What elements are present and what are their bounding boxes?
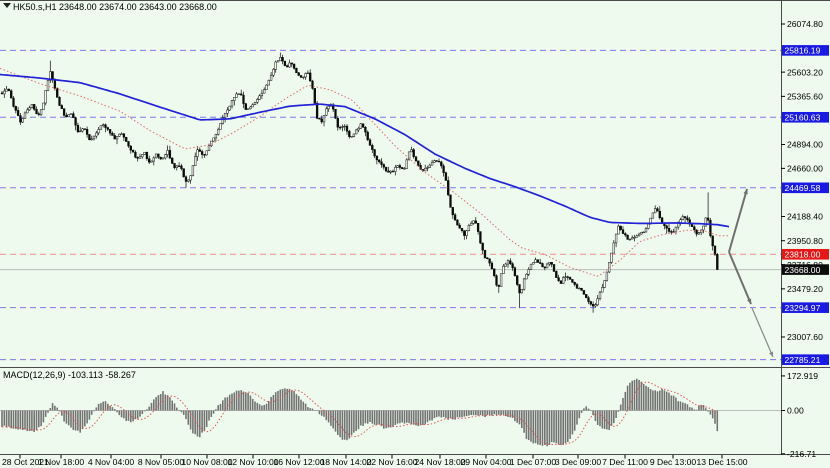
macd-signal-line[interactable]	[1, 381, 718, 446]
macd-axis-label: 0.00	[787, 406, 804, 416]
ohlc-values: 23648.00 23674.00 23643.00 23668.00	[59, 2, 217, 12]
ma-blue-line[interactable]	[0, 73, 730, 228]
pane-borders	[0, 0, 830, 455]
price-level-tag-text: 24469.58	[785, 183, 821, 193]
time-axis-label: 16 Nov 12:00	[273, 457, 324, 467]
price-axis-label: 23950.80	[787, 236, 823, 246]
ma-red-dotted-line[interactable]	[0, 67, 729, 277]
candlestick-series	[0, 52, 719, 313]
price-level-tag-text: 23668.00	[785, 265, 821, 275]
time-axis-label: 12 Nov 10:00	[227, 457, 278, 467]
price-level-tag	[782, 264, 829, 275]
price-axis-label: 26074.80	[787, 19, 823, 29]
price-level-tag	[782, 354, 829, 365]
macd-axis-label: 172.919	[787, 371, 818, 381]
price-axis-label: 24660.00	[787, 164, 823, 174]
time-axis-label: 18 Nov 14:00	[320, 457, 371, 467]
level-lines[interactable]	[0, 49, 781, 361]
time-axis-label: 9 Dec 13:00	[650, 457, 697, 467]
price-level-tag	[782, 111, 829, 123]
time-axis-label: 22 Nov 16:00	[366, 457, 417, 467]
price-axis-label: 23479.20	[787, 284, 823, 294]
macd-axis[interactable]: 172.919 0.00 -216.71	[781, 371, 818, 459]
price-level-tag-text: 25160.63	[785, 112, 821, 122]
macd-axis-label: -216.71	[787, 449, 816, 459]
price-axis-label: 24894.00	[787, 140, 823, 150]
symbol-period-label: HK50.s,H1	[13, 2, 57, 12]
time-axis-label: 13 Dec 15:00	[696, 457, 747, 467]
macd-histogram	[1, 378, 719, 447]
time-axis-label: 4 Nov 04:00	[88, 457, 135, 467]
chart-menu-icon[interactable]	[3, 3, 11, 8]
price-axis-label: 25603.20	[787, 67, 823, 77]
time-axis-label: 24 Nov 18:00	[414, 457, 465, 467]
time-axis-label: 28 Oct 2021	[2, 457, 49, 467]
price-axis[interactable]: 26074.80 25816.19 25603.20 25365.60 25160.63…	[781, 19, 829, 365]
price-level-tag-text: 25816.19	[785, 46, 821, 56]
price-level-tag	[782, 248, 829, 260]
price-level-tag	[782, 302, 829, 313]
forecast-arrows[interactable]	[728, 188, 774, 358]
price-axis-label: 25365.60	[787, 92, 823, 102]
time-axis-label: 7 Dec 11:00	[602, 457, 648, 467]
price-level-tag	[782, 182, 829, 194]
price-level-tag-text: 23818.00	[785, 249, 821, 259]
time-axis-label: 1 Dec 07:00	[510, 457, 557, 467]
time-axis-label: 10 Nov 08:00	[181, 457, 232, 467]
price-level-tag-text: 22785.21	[785, 355, 821, 365]
price-axis-label: 24188.40	[787, 212, 823, 222]
price-axis-label: 23007.60	[787, 332, 823, 342]
chart-title: HK50.s,H1 23648.00 23674.00 23643.00 236…	[13, 2, 217, 12]
time-axis-label: 29 Nov 04:00	[460, 457, 511, 467]
time-axis-label: 3 Dec 09:00	[555, 457, 602, 467]
price-level-tag-text: 23294.97	[785, 303, 821, 313]
time-axis-label: 8 Nov 05:00	[138, 457, 185, 467]
time-axis-label: 1 Nov 18:00	[38, 457, 85, 467]
macd-indicator-label: MACD(12,26,9) -103.113 -58.267	[3, 370, 136, 380]
price-level-tag	[782, 45, 829, 56]
